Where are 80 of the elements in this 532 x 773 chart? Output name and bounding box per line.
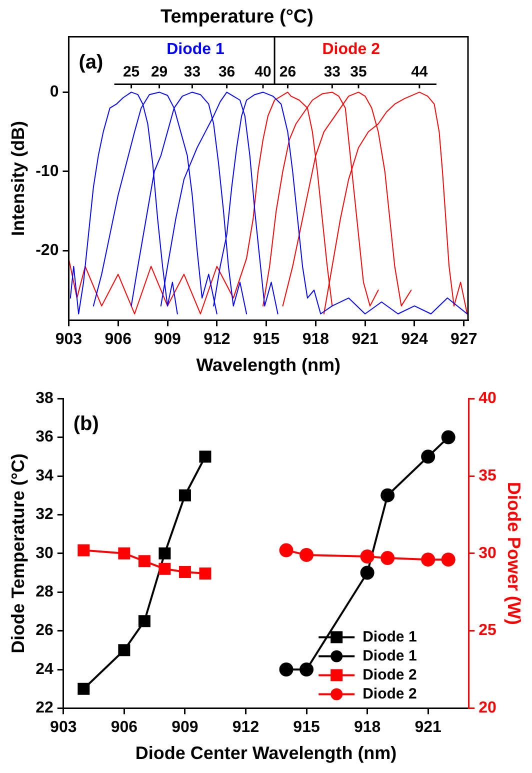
point bbox=[360, 566, 374, 580]
point bbox=[199, 450, 212, 463]
x-axis-title: Diode Center Wavelength (nm) bbox=[135, 743, 397, 764]
annotation: 40 bbox=[254, 63, 272, 80]
y-tick-label: 36 bbox=[36, 428, 54, 446]
text: Diode 1 bbox=[166, 41, 224, 58]
y-tick-label: 34 bbox=[36, 467, 54, 484]
y-tick-label: 38 bbox=[36, 390, 54, 408]
x-tick-label: 909 bbox=[172, 719, 198, 736]
x-tick-label: 912 bbox=[232, 719, 260, 736]
annotation: 35 bbox=[350, 63, 367, 80]
x-tick-label: 918 bbox=[354, 719, 381, 736]
legend-label: Diode 2 bbox=[362, 666, 417, 684]
point bbox=[300, 548, 314, 562]
point bbox=[279, 543, 294, 558]
point bbox=[158, 562, 171, 575]
annotation: (a) bbox=[78, 51, 104, 74]
y-tick-label: 30 bbox=[36, 544, 54, 562]
y-axis-title: Diode Temperature (°C) bbox=[8, 453, 28, 654]
x-tick-label: 927 bbox=[450, 331, 478, 348]
point bbox=[118, 547, 130, 560]
point bbox=[441, 430, 456, 444]
point bbox=[158, 547, 171, 560]
annotation: 26 bbox=[279, 63, 296, 80]
y-tick-label: 28 bbox=[36, 584, 54, 601]
annotation: 33 bbox=[184, 63, 201, 80]
y-tick-label: 32 bbox=[36, 506, 54, 524]
y-tick-label: 22 bbox=[36, 700, 54, 717]
annotation: 29 bbox=[150, 63, 168, 80]
annotation: 25 bbox=[122, 63, 140, 80]
y2-tick-label: 20 bbox=[478, 700, 496, 717]
y-tick-label: 24 bbox=[36, 660, 54, 678]
x-tick-label: 915 bbox=[252, 331, 280, 348]
legend-label: Diode 2 bbox=[362, 685, 417, 702]
y-tick-label: 0 bbox=[50, 84, 59, 101]
point bbox=[138, 615, 150, 628]
text: Diode 2 bbox=[322, 41, 380, 58]
x-tick-label: 918 bbox=[302, 331, 330, 348]
x-tick-label: 924 bbox=[401, 331, 428, 348]
point bbox=[279, 662, 294, 676]
point bbox=[78, 682, 90, 695]
y2-tick-label: 30 bbox=[478, 544, 496, 562]
point bbox=[380, 551, 395, 566]
y2-axis-title: Diode Power (W) bbox=[504, 482, 524, 625]
x-tick-label: 906 bbox=[104, 331, 132, 348]
y2-tick-label: 35 bbox=[478, 467, 496, 484]
y2-tick-label: 25 bbox=[478, 622, 496, 640]
y-tick-label: -10 bbox=[36, 162, 59, 180]
point bbox=[178, 489, 191, 502]
legend-label: Diode 1 bbox=[362, 647, 417, 664]
point bbox=[360, 549, 374, 564]
point bbox=[300, 662, 314, 676]
point bbox=[421, 450, 436, 464]
point bbox=[199, 568, 212, 580]
point bbox=[118, 644, 130, 656]
x-tick-label: 903 bbox=[55, 331, 82, 348]
y-axis-title: Intensity (dB) bbox=[8, 121, 28, 236]
point bbox=[421, 552, 436, 567]
annotation: 36 bbox=[218, 63, 236, 80]
y2-tick-label: 40 bbox=[478, 390, 496, 408]
y-tick-label: 26 bbox=[36, 622, 54, 640]
x-tick-label: 921 bbox=[352, 331, 379, 348]
point bbox=[138, 555, 150, 568]
x-tick-label: 906 bbox=[110, 719, 138, 736]
point bbox=[178, 566, 191, 578]
x-axis-title: Wavelength (nm) bbox=[196, 355, 341, 376]
x-tick-label: 921 bbox=[414, 719, 442, 736]
x-tick-label: 903 bbox=[50, 719, 77, 736]
annotation: (b) bbox=[73, 413, 99, 436]
annotation: 44 bbox=[411, 63, 428, 80]
chart-title: Temperature (°C) bbox=[160, 6, 314, 28]
legend-label: Diode 1 bbox=[362, 628, 417, 646]
point bbox=[78, 544, 90, 556]
annotation: 33 bbox=[324, 63, 341, 80]
x-tick-label: 915 bbox=[293, 719, 320, 736]
x-tick-label: 909 bbox=[154, 331, 181, 348]
point bbox=[380, 488, 395, 502]
y-tick-label: -20 bbox=[36, 242, 59, 259]
x-tick-label: 912 bbox=[204, 331, 230, 348]
point bbox=[441, 552, 456, 567]
